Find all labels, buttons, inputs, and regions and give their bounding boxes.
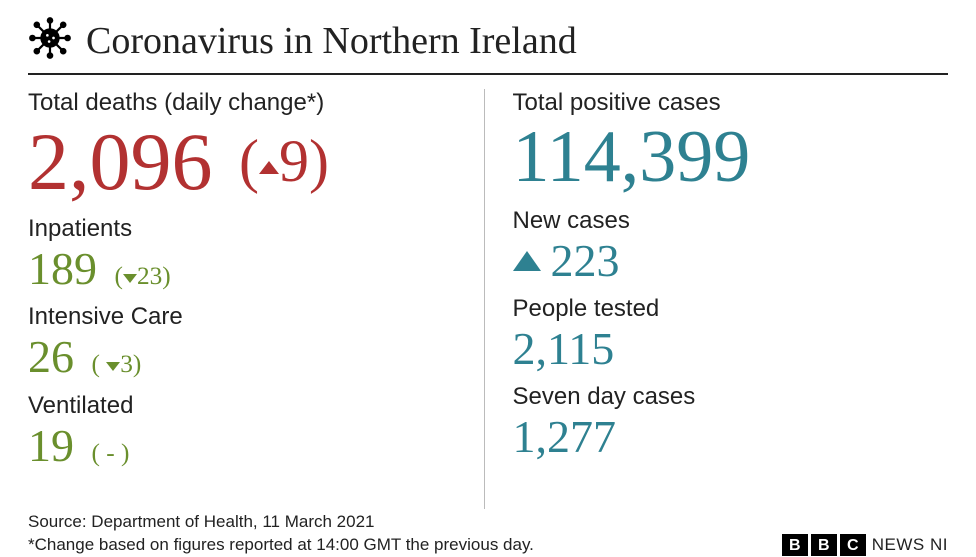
header: Coronavirus in Northern Ireland (28, 16, 948, 75)
bbc-box-2: B (811, 534, 837, 556)
stat-total-positive: Total positive cases 114,399 (513, 89, 949, 197)
stat-label: People tested (513, 295, 949, 323)
stat-new-cases: New cases 223 (513, 207, 949, 285)
coronavirus-icon (28, 16, 72, 65)
stat-value: 1,277 (513, 413, 949, 461)
stat-seven-day: Seven day cases 1,277 (513, 383, 949, 461)
new-cases-number: 223 (551, 237, 620, 285)
ventilated-change-value: - (106, 439, 114, 467)
stat-value: 189 (23) (28, 245, 464, 293)
arrow-down-icon (106, 362, 120, 371)
deaths-change-value: 9 (279, 128, 309, 194)
source-text: Source: Department of Health, 11 March 2… (28, 511, 782, 534)
footnote-text: *Change based on figures reported at 14:… (28, 534, 782, 557)
bbc-box-1: B (782, 534, 808, 556)
left-column: Total deaths (daily change*) 2,096 (9) I… (28, 89, 484, 509)
stat-value: 114,399 (513, 119, 949, 197)
stat-label: Ventilated (28, 392, 464, 420)
stat-deaths: Total deaths (daily change*) 2,096 (9) (28, 89, 464, 205)
stat-people-tested: People tested 2,115 (513, 295, 949, 373)
stat-value: 223 (513, 237, 949, 285)
stat-label: Intensive Care (28, 303, 464, 331)
stat-inpatients: Inpatients 189 (23) (28, 215, 464, 293)
stat-label: Seven day cases (513, 383, 949, 411)
bbc-brand: B B C NEWS NI (782, 534, 948, 557)
brand-suffix: NEWS NI (872, 534, 948, 557)
stat-value: 19 ( - ) (28, 422, 464, 470)
deaths-number: 2,096 (28, 116, 213, 207)
inpatients-number: 189 (28, 243, 97, 294)
page-title: Coronavirus in Northern Ireland (86, 19, 577, 63)
stat-label: New cases (513, 207, 949, 235)
ventilated-number: 19 (28, 420, 74, 471)
ventilated-change: ( - ) (92, 439, 130, 467)
right-column: Total positive cases 114,399 New cases 2… (484, 89, 949, 509)
stat-label: Total positive cases (513, 89, 949, 117)
inpatients-change-value: 23 (137, 262, 162, 290)
icu-change-value: 3 (120, 350, 133, 378)
icu-change: ( 3) (92, 350, 142, 378)
arrow-up-icon (259, 161, 279, 174)
footer: Source: Department of Health, 11 March 2… (28, 511, 948, 557)
arrow-up-icon (513, 251, 541, 271)
bbc-logo: B B C (782, 534, 866, 556)
inpatients-change: (23) (115, 262, 171, 290)
stat-ventilated: Ventilated 19 ( - ) (28, 392, 464, 470)
deaths-change: (9) (239, 128, 329, 194)
stat-value: 2,115 (513, 325, 949, 373)
stat-value: 26 ( 3) (28, 333, 464, 381)
icu-number: 26 (28, 331, 74, 382)
stats-columns: Total deaths (daily change*) 2,096 (9) I… (28, 89, 948, 509)
arrow-down-icon (123, 274, 137, 283)
bbc-box-3: C (840, 534, 866, 556)
stat-icu: Intensive Care 26 ( 3) (28, 303, 464, 381)
stat-label: Inpatients (28, 215, 464, 243)
source-block: Source: Department of Health, 11 March 2… (28, 511, 782, 557)
stat-label: Total deaths (daily change*) (28, 89, 464, 117)
stat-value: 2,096 (9) (28, 119, 464, 205)
